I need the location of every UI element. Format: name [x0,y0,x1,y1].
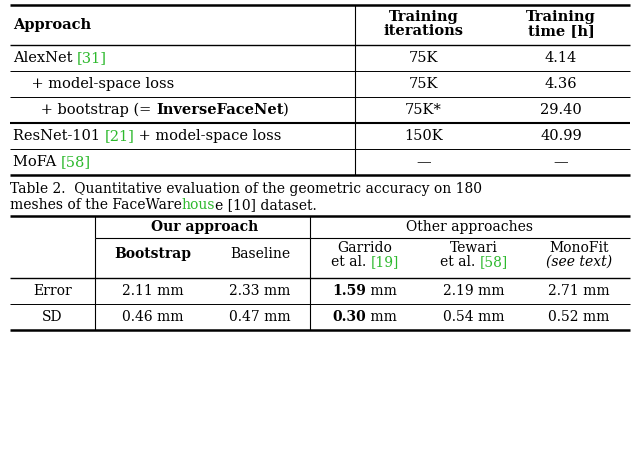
Text: Baseline: Baseline [230,247,290,261]
Text: Error: Error [33,284,72,298]
Text: Tewari: Tewari [450,241,498,255]
Text: e [10] dataset.: e [10] dataset. [216,198,317,212]
Text: 75K*: 75K* [405,103,442,117]
Text: Other approaches: Other approaches [406,220,534,234]
Text: [21]: [21] [104,129,134,143]
Text: Our approach: Our approach [150,220,258,234]
Text: 29.40: 29.40 [540,103,582,117]
Text: [19]: [19] [371,255,399,269]
Text: 75K: 75K [409,77,438,91]
Text: Training: Training [388,10,458,24]
Text: + bootstrap (=: + bootstrap (= [13,103,156,117]
Text: MoFA: MoFA [13,155,61,169]
Text: ): ) [284,103,289,117]
Text: (see text): (see text) [546,255,612,269]
Text: InverseFaceNet: InverseFaceNet [156,103,284,117]
Text: et al.: et al. [331,255,371,269]
Text: ResNet-101: ResNet-101 [13,129,104,143]
Text: 2.71 mm: 2.71 mm [548,284,610,298]
Text: time [h]: time [h] [527,24,595,38]
Text: Garrido: Garrido [337,241,392,255]
Text: —: — [554,155,568,169]
Text: Approach: Approach [13,18,91,32]
Text: 0.47 mm: 0.47 mm [229,310,291,324]
Text: et al.: et al. [440,255,480,269]
Text: [31]: [31] [77,51,107,65]
Text: 1.59: 1.59 [333,284,367,298]
Text: + model-space loss: + model-space loss [134,129,282,143]
Text: 2.33 mm: 2.33 mm [229,284,291,298]
Text: mm: mm [367,310,397,324]
Text: 0.46 mm: 0.46 mm [122,310,183,324]
Text: 4.36: 4.36 [545,77,577,91]
Text: hous: hous [182,198,216,212]
Text: meshes of the FaceWare: meshes of the FaceWare [10,198,182,212]
Text: 4.14: 4.14 [545,51,577,65]
Text: [58]: [58] [480,255,508,269]
Text: MonoFit: MonoFit [549,241,609,255]
Text: mm: mm [367,284,397,298]
Text: 2.11 mm: 2.11 mm [122,284,183,298]
Text: 0.54 mm: 0.54 mm [444,310,505,324]
Text: 0.30: 0.30 [333,310,367,324]
Text: Table 2.  Quantitative evaluation of the geometric accuracy on 180: Table 2. Quantitative evaluation of the … [10,182,482,196]
Text: 0.52 mm: 0.52 mm [548,310,610,324]
Text: SD: SD [42,310,63,324]
Text: 2.19 mm: 2.19 mm [444,284,505,298]
Text: iterations: iterations [383,24,463,38]
Text: AlexNet: AlexNet [13,51,77,65]
Text: 75K: 75K [409,51,438,65]
Text: [58]: [58] [61,155,91,169]
Text: 40.99: 40.99 [540,129,582,143]
Text: Training: Training [526,10,596,24]
Text: —: — [416,155,431,169]
Text: 150K: 150K [404,129,443,143]
Text: Bootstrap: Bootstrap [114,247,191,261]
Text: + model-space loss: + model-space loss [13,77,174,91]
